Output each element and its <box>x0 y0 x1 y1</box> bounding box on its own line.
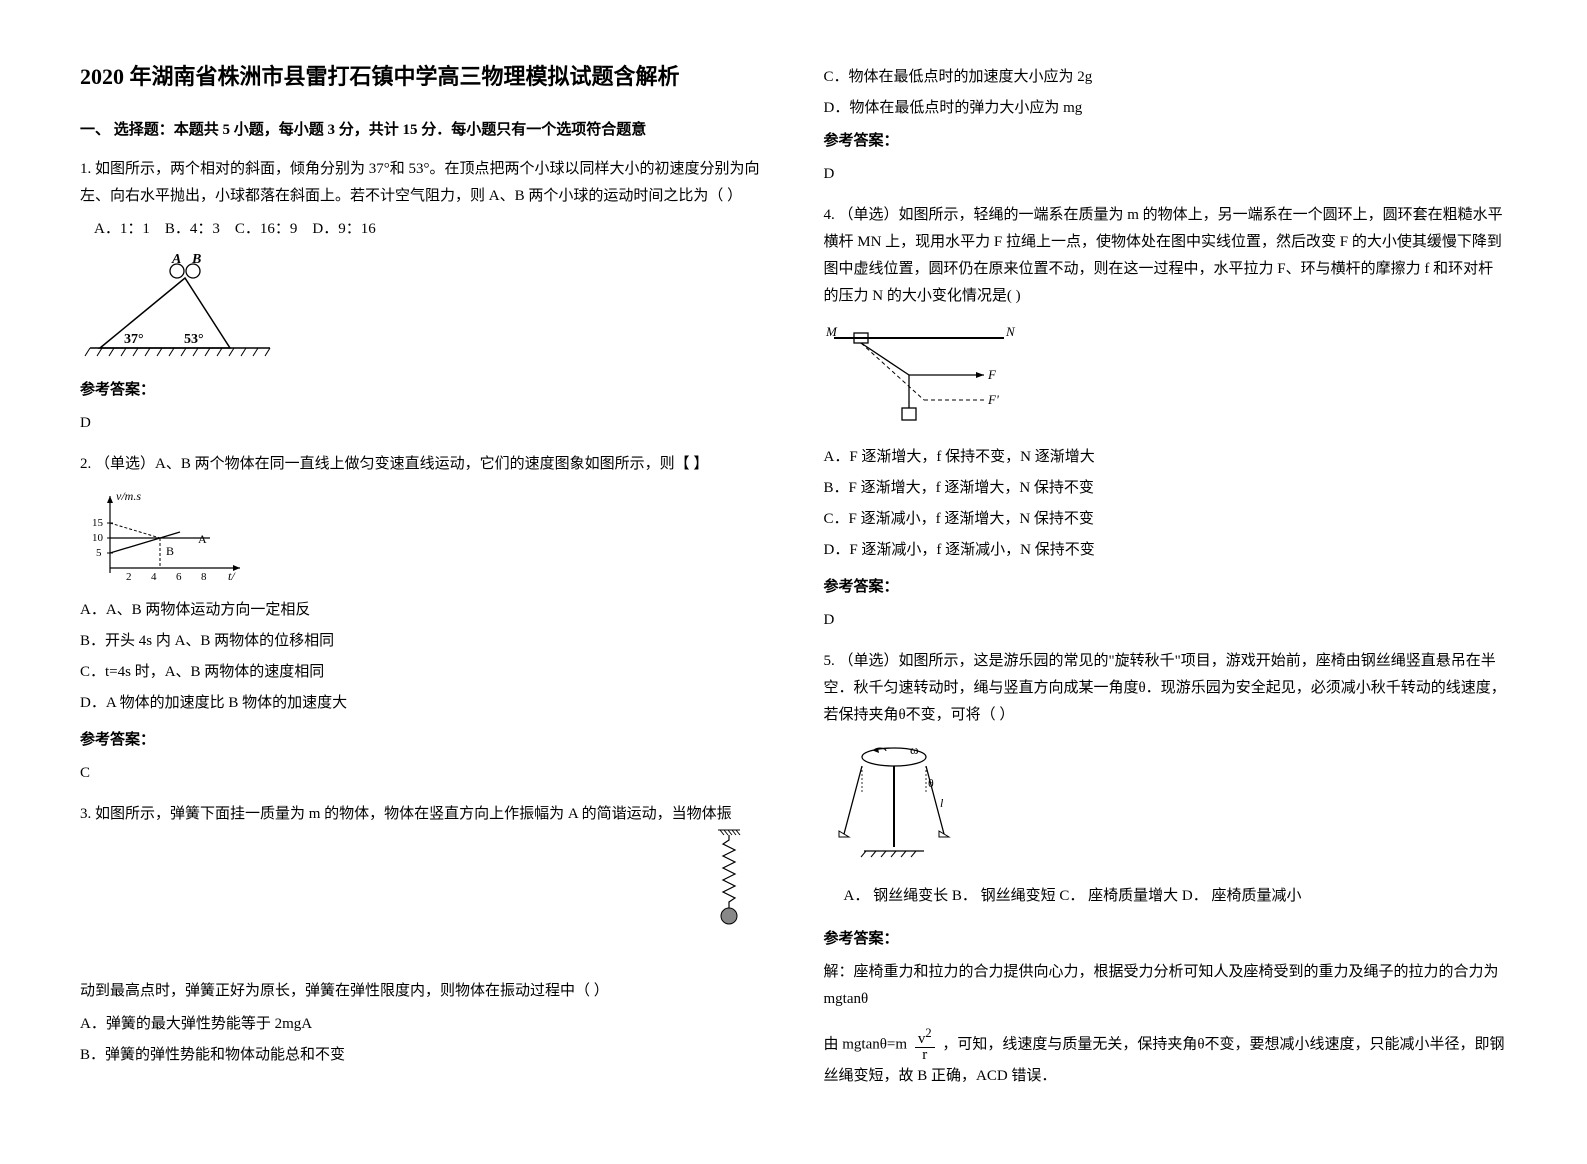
q1-angle-53: 53° <box>184 332 204 347</box>
q5-stem: 5. （单选）如图所示，这是游乐园的常见的"旋转秋千"项目，游戏开始前，座椅由钢… <box>824 648 1508 729</box>
q4-label-n: N <box>1005 324 1016 339</box>
q1-stem: 1. 如图所示，两个相对的斜面，倾角分别为 37°和 53°。在顶点把两个小球以… <box>80 156 764 210</box>
spring-diagram <box>714 828 744 928</box>
q3-stem1: 3. 如图所示，弹簧下面挂一质量为 m 的物体，物体在竖直方向上作振幅为 A 的… <box>80 801 764 828</box>
q2-x8: 8 <box>201 571 207 583</box>
q5-opt-c: C． 座椅质量增大 <box>1059 888 1178 904</box>
swing-diagram: ω θ l <box>824 739 974 869</box>
q3-opt-a: A．弹簧的最大弹性势能等于 2mgA <box>80 1011 764 1038</box>
q3-opt-d: D．物体在最低点时的弹力大小应为 mg <box>824 95 1508 122</box>
q2-opt-a: A．A、B 两物体运动方向一定相反 <box>80 597 764 624</box>
q4-stem: 4. （单选）如图所示，轻绳的一端系在质量为 m 的物体上，另一端系在一个圆环上… <box>824 202 1508 310</box>
q3-answer-label: 参考答案： <box>824 128 1508 155</box>
question-4: 4. （单选）如图所示，轻绳的一端系在质量为 m 的物体上，另一端系在一个圆环上… <box>824 202 1508 634</box>
q4-label-m: M <box>825 324 838 339</box>
q5-omega: ω <box>910 742 919 757</box>
q4-label-fp: F' <box>987 392 999 407</box>
q2-opt-b: B．开头 4s 内 A、B 两物体的位移相同 <box>80 628 764 655</box>
q4-opt-b: B．F 逐渐增大，f 逐渐增大，N 保持不变 <box>824 475 1508 502</box>
q2-figure: v/m.s t/ 5 10 15 2 4 6 8 A <box>80 488 764 583</box>
q4-answer-label: 参考答案： <box>824 574 1508 601</box>
q4-figure: M N F F' <box>824 320 1508 430</box>
q5-figure: ω θ l <box>824 739 1508 869</box>
triangle-diagram: A B 37° 53° <box>80 253 280 363</box>
q5-opt-b: B． 钢丝绳变短 <box>952 888 1056 904</box>
formula-denominator: r <box>915 1048 935 1063</box>
page-title: 2020 年湖南省株洲市县雷打石镇中学高三物理模拟试题含解析 <box>80 60 764 93</box>
q1-answer-label: 参考答案： <box>80 377 764 404</box>
q2-y10: 10 <box>92 532 104 544</box>
q2-x4: 4 <box>151 571 157 583</box>
q2-x6: 6 <box>176 571 182 583</box>
velocity-graph: v/m.s t/ 5 10 15 2 4 6 8 A <box>80 488 250 583</box>
q2-answer: C <box>80 760 764 787</box>
q1-answer: D <box>80 410 764 437</box>
q4-opt-a: A．F 逐渐增大，f 保持不变，N 逐渐增大 <box>824 444 1508 471</box>
spring-figure <box>714 828 744 938</box>
q3-opt-c: C．物体在最低点时的加速度大小应为 2g <box>824 64 1508 91</box>
q1-options: A．1：1 B．4：3 C．16：9 D．9：16 <box>94 216 764 243</box>
q1-opt-d: D．9：16 <box>312 221 375 237</box>
q1-opt-c: C．16：9 <box>235 221 298 237</box>
q2-y15: 15 <box>92 517 104 529</box>
q2-ylabel: v/m.s <box>116 489 141 503</box>
left-column: 2020 年湖南省株洲市县雷打石镇中学高三物理模拟试题含解析 一、 选择题：本题… <box>80 60 764 1104</box>
question-5: 5. （单选）如图所示，这是游乐园的常见的"旋转秋千"项目，游戏开始前，座椅由钢… <box>824 648 1508 1090</box>
q5-exp1: 解：座椅重力和拉力的合力提供向心力，根据受力分析可知人及座椅受到的重力及绳子的拉… <box>824 959 1508 1013</box>
q5-exp2-a: 由 mgtanθ=m <box>824 1036 908 1052</box>
q5-opt-a: A． 钢丝绳变长 <box>844 888 949 904</box>
q3-stem1-text: 3. 如图所示，弹簧下面挂一质量为 m 的物体，物体在竖直方向上作振幅为 A 的… <box>80 806 732 822</box>
question-3: 3. 如图所示，弹簧下面挂一质量为 m 的物体，物体在竖直方向上作振幅为 A 的… <box>80 801 764 1069</box>
q5-opt-d: D． 座椅质量减小 <box>1182 888 1302 904</box>
q1-figure: A B 37° 53° <box>80 253 764 363</box>
question-1: 1. 如图所示，两个相对的斜面，倾角分别为 37°和 53°。在顶点把两个小球以… <box>80 156 764 437</box>
q1-opt-b: B．4：3 <box>165 221 220 237</box>
q2-opt-c: C．t=4s 时，A、B 两物体的速度相同 <box>80 659 764 686</box>
q2-stem: 2. （单选）A、B 两个物体在同一直线上做匀变速直线运动，它们的速度图象如图所… <box>80 451 764 478</box>
q3-stem2: 动到最高点时，弹簧正好为原长，弹簧在弹性限度内，则物体在振动过程中（ ） <box>80 978 764 1005</box>
q1-label-b: B <box>191 253 201 267</box>
q1-opt-a: A．1：1 <box>94 221 150 237</box>
q4-answer: D <box>824 607 1508 634</box>
section-heading: 一、 选择题：本题共 5 小题，每小题 3 分，共计 15 分．每小题只有一个选… <box>80 117 764 144</box>
q2-answer-label: 参考答案： <box>80 727 764 754</box>
q1-label-a: A <box>171 253 181 267</box>
q2-options: A．A、B 两物体运动方向一定相反 B．开头 4s 内 A、B 两物体的位移相同… <box>80 597 764 717</box>
q3-answer: D <box>824 161 1508 188</box>
q2-line-b: B <box>166 544 174 558</box>
q2-opt-d: D．A 物体的加速度比 B 物体的加速度大 <box>80 690 764 717</box>
q2-line-a: A <box>198 532 207 546</box>
q5-l: l <box>940 796 944 810</box>
q1-angle-37: 37° <box>124 332 144 347</box>
q3-opt-b: B．弹簧的弹性势能和物体动能总和不变 <box>80 1042 764 1069</box>
q5-exp2: 由 mgtanθ=m v2 r ，可知，线速度与质量无关，保持夹角θ不变，要想减… <box>824 1027 1508 1090</box>
q4-label-f: F <box>987 367 997 382</box>
q2-xlabel: t/ <box>228 569 236 583</box>
q2-x2: 2 <box>126 571 132 583</box>
q5-theta: θ <box>928 776 934 790</box>
q4-opt-c: C．F 逐渐减小，f 逐渐增大，N 保持不变 <box>824 506 1508 533</box>
q4-options: A．F 逐渐增大，f 保持不变，N 逐渐增大 B．F 逐渐增大，f 逐渐增大，N… <box>824 444 1508 564</box>
right-column: C．物体在最低点时的加速度大小应为 2g D．物体在最低点时的弹力大小应为 mg… <box>824 60 1508 1104</box>
formula-exp: 2 <box>925 1026 931 1040</box>
question-2: 2. （单选）A、B 两个物体在同一直线上做匀变速直线运动，它们的速度图象如图所… <box>80 451 764 787</box>
q5-answer-label: 参考答案： <box>824 926 1508 953</box>
q5-options: A． 钢丝绳变长 B． 钢丝绳变短 C． 座椅质量增大 D． 座椅质量减小 <box>844 883 1508 910</box>
q4-opt-d: D．F 逐渐减小，f 逐渐减小，N 保持不变 <box>824 537 1508 564</box>
q2-y5: 5 <box>96 547 102 559</box>
rod-ring-diagram: M N F F' <box>824 320 1024 430</box>
fraction-v2-r: v2 r <box>915 1027 935 1063</box>
